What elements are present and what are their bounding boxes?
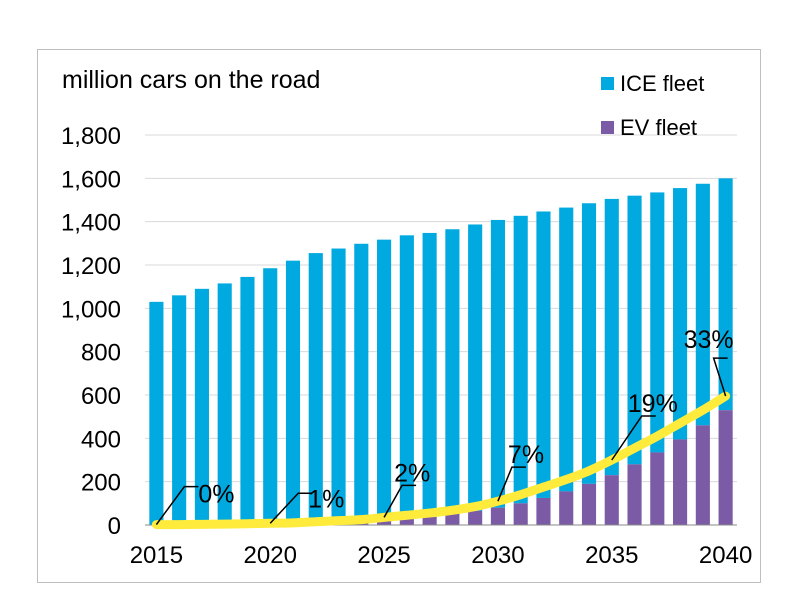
bar-ice (308, 253, 323, 523)
bar-ice (468, 224, 483, 511)
y-tick-label: 1,000 (61, 296, 121, 323)
chart-title: million cars on the road (62, 66, 320, 94)
bar-ice (604, 198, 619, 476)
bar-ice (490, 219, 505, 508)
annotations: 0% 1% 2% 7% 19% 33% (155, 326, 734, 526)
ev-share-line (151, 391, 731, 530)
bar-ev (399, 517, 414, 525)
annotation-leader (712, 357, 728, 397)
y-tick-label: 400 (81, 426, 121, 453)
y-tick-label: 800 (81, 340, 121, 367)
bar-ice (627, 195, 642, 465)
bar-ice (240, 276, 255, 524)
bar-ice (399, 235, 414, 518)
bar-ev (422, 515, 437, 525)
y-tick-label: 1,800 (61, 123, 121, 150)
bar-ev (627, 464, 642, 525)
bar-ice (377, 239, 392, 520)
gridlines (145, 134, 737, 483)
x-tick-label: 2025 (357, 542, 410, 569)
bar-ice (194, 288, 209, 525)
bar-ice (718, 178, 733, 411)
annotation-leader (383, 484, 417, 518)
bar-ev (559, 491, 574, 525)
bar-ev (445, 513, 460, 525)
legend: ICE fleet EV fleet (601, 71, 704, 140)
annotation-label: 1% (308, 485, 344, 513)
chart-frame (37, 49, 761, 583)
bar-ev (581, 483, 597, 525)
bar-ice (445, 229, 460, 514)
annotation-label: 0% (198, 481, 234, 509)
bar-ice (217, 283, 232, 525)
bar-ice (354, 243, 369, 521)
annotation-leader (269, 492, 313, 524)
bar-ice (559, 207, 574, 492)
annotation-label: 19% (628, 390, 678, 418)
legend-label-ice: ICE fleet (620, 71, 704, 96)
bar-ice (422, 232, 437, 516)
bar-ice (695, 183, 710, 426)
bar-ev (673, 439, 688, 525)
bar-ice (536, 211, 551, 498)
bar-ice (513, 215, 528, 504)
ev-share-line-layer (151, 391, 731, 530)
y-tick-label: 0 (108, 513, 121, 540)
bar-ice (149, 301, 164, 525)
bar-ice (263, 268, 278, 524)
bar-ice (285, 260, 301, 523)
x-tick-label: 2030 (471, 542, 524, 569)
annotation-leader (497, 466, 526, 502)
bar-ev (536, 497, 551, 525)
bar-ev (650, 452, 665, 525)
bar-ev (468, 510, 483, 525)
x-tick-label: 2015 (130, 542, 183, 569)
annotation-leader (611, 415, 656, 461)
y-tick-label: 600 (81, 383, 121, 410)
annotation-label: 33% (684, 326, 734, 354)
bar-ice (331, 248, 346, 522)
y-tick-label: 1,400 (61, 210, 121, 237)
x-tick-label: 2020 (244, 542, 297, 569)
bars (149, 178, 733, 525)
bar-ice (650, 192, 665, 453)
annotation-label: 2% (394, 459, 430, 487)
legend-swatch-ev (601, 121, 614, 134)
x-tick-label: 2035 (585, 542, 638, 569)
bar-ev (490, 507, 505, 525)
legend-swatch-ice (601, 77, 614, 90)
bar-ice (581, 203, 597, 484)
bar-ev (604, 475, 619, 525)
annotation-label: 7% (508, 441, 544, 469)
annotation-leader (155, 485, 199, 526)
bar-ev (695, 425, 710, 525)
bar-ev (377, 519, 392, 525)
bar-ice (673, 188, 688, 440)
y-tick-label: 1,200 (61, 253, 121, 280)
axes: 0 200 400 600 800 1,000 1,200 1,400 1,600 1,800 20… (61, 123, 752, 569)
bar-ev (718, 410, 733, 525)
bar-ev (513, 503, 528, 525)
x-tick-label: 2040 (699, 542, 752, 569)
legend-label-ev: EV fleet (620, 115, 697, 140)
bar-ice (172, 295, 187, 525)
y-tick-label: 1,600 (61, 166, 121, 193)
y-tick-label: 200 (81, 470, 121, 497)
